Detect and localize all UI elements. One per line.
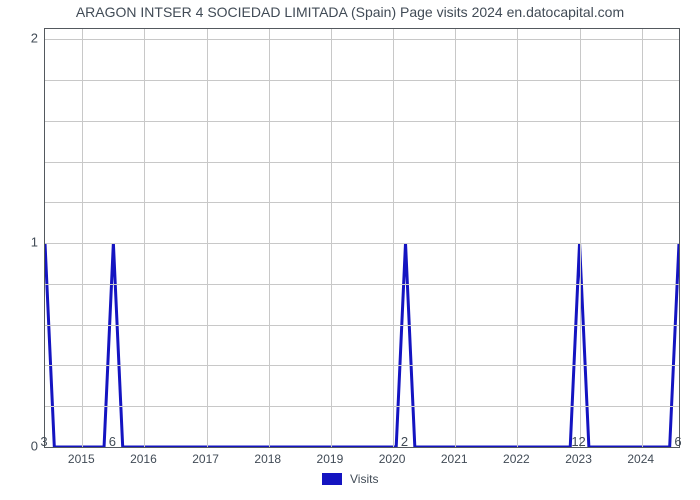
legend: Visits	[0, 470, 700, 488]
gridline-horizontal-minor	[45, 325, 679, 326]
gridline-vertical	[82, 29, 83, 447]
xtick-year: 2021	[441, 452, 468, 466]
legend-label: Visits	[350, 472, 378, 486]
xtick-year: 2018	[254, 452, 281, 466]
gridline-vertical	[144, 29, 145, 447]
gridline-vertical	[207, 29, 208, 447]
gridline-vertical	[269, 29, 270, 447]
chart-container: ARAGON INTSER 4 SOCIEDAD LIMITADA (Spain…	[0, 0, 700, 500]
xtick-count: 6	[109, 434, 116, 449]
gridline-vertical	[642, 29, 643, 447]
xtick-year: 2020	[379, 452, 406, 466]
gridline-horizontal-minor	[45, 162, 679, 163]
gridline-vertical	[580, 29, 581, 447]
gridline-horizontal-minor	[45, 365, 679, 366]
visits-line	[45, 29, 679, 447]
xtick-year: 2015	[68, 452, 95, 466]
gridline-horizontal-minor	[45, 121, 679, 122]
chart-title: ARAGON INTSER 4 SOCIEDAD LIMITADA (Spain…	[0, 4, 700, 20]
xtick-count: 3	[40, 434, 47, 449]
xtick-year: 2023	[565, 452, 592, 466]
gridline-vertical	[517, 29, 518, 447]
gridline-vertical	[455, 29, 456, 447]
xtick-year: 2022	[503, 452, 530, 466]
gridline-horizontal-minor	[45, 80, 679, 81]
ytick-label: 0	[8, 439, 38, 454]
xtick-count: 12	[571, 434, 585, 449]
xtick-year: 2024	[627, 452, 654, 466]
xtick-year: 2016	[130, 452, 157, 466]
gridline-horizontal-major	[45, 39, 679, 40]
xtick-year: 2017	[192, 452, 219, 466]
xtick-count: 6	[674, 434, 681, 449]
gridline-vertical	[393, 29, 394, 447]
gridline-horizontal-minor	[45, 202, 679, 203]
gridline-horizontal-minor	[45, 284, 679, 285]
legend-swatch	[322, 473, 342, 485]
gridline-horizontal-minor	[45, 406, 679, 407]
gridline-vertical	[331, 29, 332, 447]
plot-area	[44, 28, 680, 448]
ytick-label: 1	[8, 235, 38, 250]
xtick-year: 2019	[317, 452, 344, 466]
xtick-count: 2	[401, 434, 408, 449]
gridline-horizontal-major	[45, 243, 679, 244]
ytick-label: 2	[8, 31, 38, 46]
